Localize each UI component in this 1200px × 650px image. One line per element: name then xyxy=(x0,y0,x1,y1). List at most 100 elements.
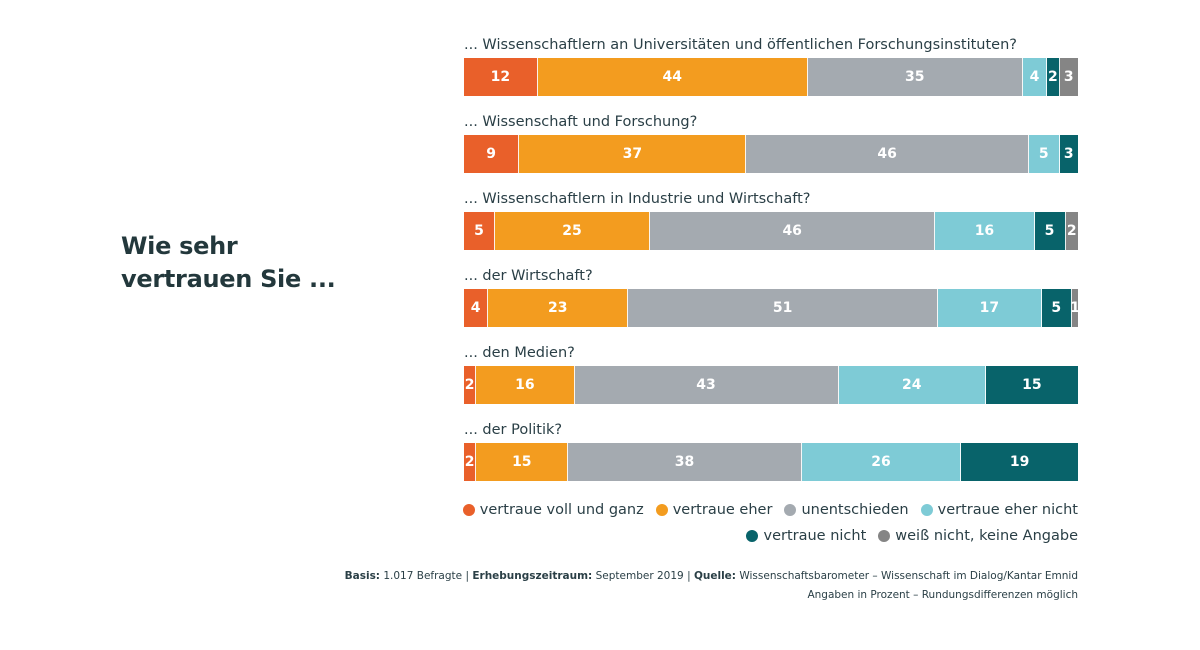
legend-item: unentschieden xyxy=(784,502,909,518)
legend-label: vertraue eher xyxy=(672,502,773,518)
legend-dot-darkgrey-icon xyxy=(878,530,891,542)
data-label: 5 xyxy=(1038,146,1049,162)
legend-dot-yellow-icon xyxy=(655,504,668,516)
data-label: 19 xyxy=(1009,454,1030,470)
bar-segment: 15 xyxy=(985,366,1078,404)
footer-quelle-value: Wissenschaftsbarometer – Wissenschaft im… xyxy=(739,570,1078,582)
bar-segment: 15 xyxy=(476,443,569,481)
bar-segment: 16 xyxy=(935,212,1035,250)
data-label: 51 xyxy=(772,300,793,316)
bar-segment: 23 xyxy=(488,289,629,327)
data-label: 5 xyxy=(474,223,484,239)
legend-row-2: vertraue nicht weiß nicht, keine Angabe xyxy=(746,528,1078,544)
bar-segment: 25 xyxy=(495,212,651,250)
bar-segment: 5 xyxy=(464,212,495,250)
chart-row: ... der Politik? 2 15 38 26 19 xyxy=(464,419,1078,496)
data-label: 24 xyxy=(901,377,922,393)
data-label: 16 xyxy=(515,377,535,393)
bar-segment: 26 xyxy=(801,443,962,481)
bar-segment: 24 xyxy=(838,366,986,404)
category-label: ... Wissenschaftlern in Industrie und Wi… xyxy=(464,191,811,207)
bar-segment: 3 xyxy=(1059,135,1078,173)
legend-dot-grey-icon xyxy=(784,504,797,516)
data-label: 35 xyxy=(905,69,925,85)
chart-row: ... den Medien? 2 16 43 24 15 xyxy=(464,342,1078,419)
legend-item: vertraue voll und ganz xyxy=(462,502,644,518)
data-label: 15 xyxy=(1022,377,1042,393)
chart-row: ... Wissenschaft und Forschung? 9 37 46 5 3 xyxy=(464,111,1078,188)
bar-segment: 5 xyxy=(1028,135,1060,173)
bar-segment: 5 xyxy=(1041,289,1072,327)
chart-row: ... der Wirtschaft? 4 23 51 17 5 1 xyxy=(464,265,1080,342)
bar-segment: 16 xyxy=(476,366,575,404)
footer-zeitraum-label: Erhebungszeitraum: xyxy=(472,570,593,582)
stacked-bar: 5 25 46 16 5 2 xyxy=(464,212,1078,250)
data-label: 1 xyxy=(1070,300,1080,316)
data-label: 44 xyxy=(662,69,682,85)
bar-segment: 2 xyxy=(1047,58,1060,96)
legend-item: weiß nicht, keine Angabe xyxy=(878,528,1078,544)
data-label: 17 xyxy=(979,300,1000,316)
bar-segment: 2 xyxy=(1065,212,1078,250)
footer-separator: | xyxy=(687,570,691,582)
category-label: ... der Wirtschaft? xyxy=(464,268,593,284)
footer-basis-label: Basis: xyxy=(344,570,381,582)
data-label: 5 xyxy=(1044,223,1055,239)
data-label: 4 xyxy=(1029,69,1040,85)
category-label: ... den Medien? xyxy=(464,345,575,361)
data-label: 15 xyxy=(512,454,532,470)
footer-zeitraum-value: September 2019 xyxy=(595,570,684,582)
data-label: 38 xyxy=(674,454,695,470)
footer-separator: | xyxy=(465,570,469,582)
data-label: 46 xyxy=(782,223,802,239)
chart-row: ... Wissenschaftlern in Industrie und Wi… xyxy=(464,188,1078,265)
data-label: 9 xyxy=(486,146,496,162)
headline-line-1: Wie sehr xyxy=(121,232,238,260)
stacked-bar-chart: ... Wissenschaftlern an Universitäten un… xyxy=(464,34,1080,496)
data-label: 2 xyxy=(464,454,475,470)
data-label: 25 xyxy=(562,223,582,239)
bar-segment: 2 xyxy=(464,443,477,481)
bar-segment: 37 xyxy=(519,135,747,173)
data-label: 2 xyxy=(1048,69,1058,85)
bar-segment: 12 xyxy=(464,58,538,96)
data-label: 2 xyxy=(464,377,475,393)
data-label: 43 xyxy=(696,377,716,393)
headline: Wie sehr vertrauen Sie ... xyxy=(121,230,421,296)
bar-segment: 46 xyxy=(746,135,1029,173)
data-label: 46 xyxy=(877,146,897,162)
data-label: 16 xyxy=(974,223,995,239)
bar-segment: 17 xyxy=(938,289,1042,327)
stacked-bar: 4 23 51 17 5 1 xyxy=(464,289,1080,327)
bar-segment: 38 xyxy=(568,443,802,481)
category-label: ... Wissenschaft und Forschung? xyxy=(464,114,698,130)
legend-label: vertraue eher nicht xyxy=(937,502,1078,518)
legend-dot-darkteal-icon xyxy=(746,530,759,542)
footer-note: Angaben in Prozent – Rundungsdifferenzen… xyxy=(807,589,1078,601)
data-label: 37 xyxy=(622,146,643,162)
data-label: 4 xyxy=(470,300,481,316)
legend-item: vertraue nicht xyxy=(746,528,866,544)
bar-segment: 9 xyxy=(464,135,520,173)
stacked-bar: 9 37 46 5 3 xyxy=(464,135,1078,173)
bar-segment: 44 xyxy=(537,58,808,96)
legend-dot-orange-icon xyxy=(462,504,475,516)
data-label: 23 xyxy=(547,300,568,316)
bar-segment: 43 xyxy=(574,366,839,404)
stacked-bar: 12 44 35 4 2 3 xyxy=(464,58,1078,96)
legend-label: unentschieden xyxy=(801,502,909,518)
legend-item: vertraue eher nicht xyxy=(920,502,1078,518)
legend-item: vertraue eher xyxy=(655,502,773,518)
legend-label: vertraue voll und ganz xyxy=(479,502,644,518)
legend-label: weiß nicht, keine Angabe xyxy=(895,528,1078,544)
data-label: 3 xyxy=(1063,69,1074,85)
bar-segment: 1 xyxy=(1070,289,1080,327)
footer-basis-value: 1.017 Befragte xyxy=(383,570,463,582)
data-label: 2 xyxy=(1066,223,1077,239)
bar-segment: 2 xyxy=(464,366,477,404)
data-label: 3 xyxy=(1063,146,1074,162)
bar-segment: 5 xyxy=(1034,212,1066,250)
bar-segment: 35 xyxy=(807,58,1023,96)
legend-row-1: vertraue voll und ganz vertraue eher une… xyxy=(462,502,1078,518)
headline-line-2: vertrauen Sie ... xyxy=(121,265,336,293)
